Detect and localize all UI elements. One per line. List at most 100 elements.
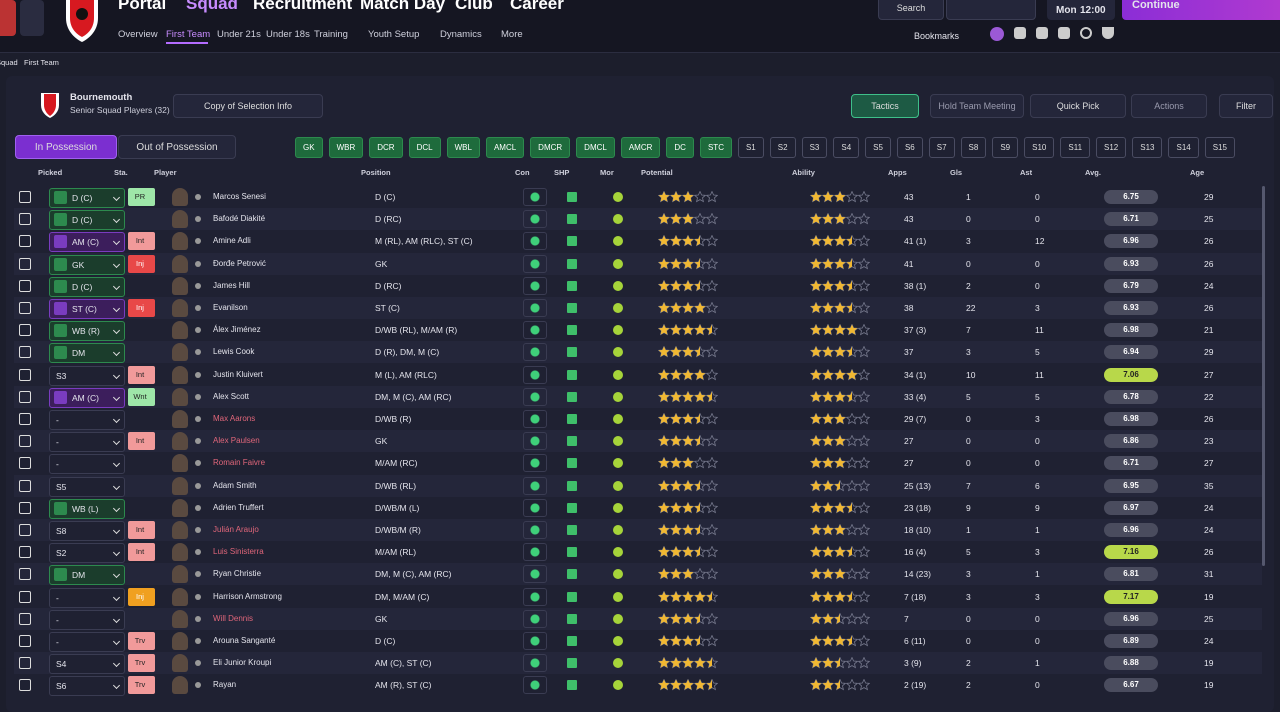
nav-item[interactable]: Squad	[186, 0, 238, 13]
player-row[interactable]: WB (L) Adrien Truffert D/WB/M (L) 23 (18) 9 9…	[14, 496, 1262, 519]
column-header[interactable]: Picked	[38, 168, 63, 177]
tactics-button[interactable]: Tactics	[851, 94, 919, 118]
checkbox[interactable]	[19, 191, 31, 203]
player-row[interactable]: S4 Trv Eli Junior Kroupi AM (C), ST (C) 3 (9…	[14, 652, 1262, 675]
player-row[interactable]: WB (R) Álex Jiménez D/WB (RL), M/AM (R) 37 …	[14, 319, 1262, 342]
subnav-item[interactable]: Dynamics	[440, 29, 482, 40]
picked-select[interactable]: S6	[49, 676, 125, 697]
meeting-button[interactable]: Hold Team Meeting	[930, 94, 1024, 118]
player-row[interactable]: D (C) James Hill D (RC) 38 (1) 2 0 6.79 24	[14, 274, 1262, 297]
position-button[interactable]: S14	[1168, 137, 1199, 158]
column-header[interactable]: Apps	[888, 168, 907, 177]
player-row[interactable]: GK Inj Đorđe Petrović GK 41 0 0 6.93 26	[14, 252, 1262, 275]
checkbox[interactable]	[19, 257, 31, 270]
player-name[interactable]: Julián Araujo	[213, 525, 259, 534]
position-button[interactable]: S12	[1096, 137, 1127, 158]
position-button[interactable]: S7	[928, 137, 955, 158]
tab-active[interactable]: In Possession	[15, 135, 117, 159]
column-header[interactable]: Avg.	[1085, 168, 1101, 177]
quick-pick-button[interactable]: Quick Pick	[1030, 94, 1126, 118]
column-header[interactable]: Potential	[641, 168, 673, 177]
subnav-item[interactable]: Overview	[118, 29, 158, 40]
continue-button[interactable]	[1122, 0, 1280, 20]
position-button[interactable]: S9	[992, 137, 1019, 158]
picked-select[interactable]: -	[49, 587, 125, 608]
picked-select[interactable]: -	[49, 454, 125, 475]
position-button[interactable]: DMCR	[530, 137, 571, 158]
position-button[interactable]: S10	[1024, 137, 1055, 158]
player-name[interactable]: Alex Scott	[213, 391, 250, 401]
column-header[interactable]: Mor	[600, 168, 614, 177]
position-button[interactable]: DCL	[408, 137, 441, 158]
position-button[interactable]: S2	[769, 137, 796, 158]
column-header[interactable]: Ability	[792, 168, 815, 177]
position-button[interactable]: DMCL	[576, 137, 615, 158]
picked-select[interactable]: -	[49, 632, 125, 652]
picked-select[interactable]: DM	[49, 565, 125, 586]
checkbox[interactable]	[19, 479, 31, 492]
column-header[interactable]: Gls	[950, 168, 963, 177]
subnav-item[interactable]: First Team	[166, 29, 211, 40]
player-name[interactable]: Ryan Christie	[213, 569, 262, 579]
actions-button[interactable]: Actions	[1131, 94, 1207, 118]
player-name[interactable]: Amine Adli	[213, 236, 251, 246]
picked-select[interactable]: D (C)	[49, 276, 125, 297]
player-row[interactable]: - Inj Harrison Armstrong DM, M/AM (C) 7 (18)…	[14, 585, 1262, 608]
column-header[interactable]: Position	[361, 168, 391, 177]
picked-select[interactable]: AM (C)	[49, 387, 125, 408]
player-row[interactable]: S2 Int Luis Sinisterra M/AM (RL) 16 (4) 5 3 7.1…	[14, 541, 1262, 564]
nav-item[interactable]: Match Day	[360, 0, 446, 13]
column-header[interactable]: Ast	[1020, 168, 1033, 177]
tab[interactable]: Out of Possession	[118, 135, 236, 159]
picked-select[interactable]: -	[49, 432, 125, 453]
column-header[interactable]: Age	[1190, 168, 1205, 177]
position-button[interactable]: S4	[833, 137, 860, 158]
position-button[interactable]: S15	[1204, 137, 1235, 158]
player-name[interactable]: Lewis Cook	[213, 347, 255, 357]
player-name[interactable]: Evanilson	[213, 303, 248, 312]
player-row[interactable]: D (C) PR Marcos Senesi D (C) 43 1 0 6.75 29	[14, 186, 1262, 208]
checkbox[interactable]	[19, 568, 31, 581]
player-row[interactable]: D (C) Bafodé Diakité D (RC) 43 0 0 6.71 25	[14, 208, 1262, 231]
picked-select[interactable]: AM (C)	[49, 232, 125, 253]
picked-select[interactable]: GK	[49, 254, 125, 275]
checkbox[interactable]	[19, 213, 31, 226]
player-row[interactable]: ST (C) Inj Evanilson ST (C) 38 22 3 6.93 26	[14, 297, 1262, 319]
player-row[interactable]: S3 Int Justin Kluivert M (L), AM (RLC) 34 (1…	[14, 363, 1262, 386]
subnav-item[interactable]: Training	[314, 29, 348, 40]
column-header[interactable]: Con	[515, 168, 530, 177]
checkbox[interactable]	[19, 457, 31, 470]
player-name[interactable]: Álex Jiménez	[213, 325, 261, 335]
picked-select[interactable]: S8	[49, 521, 125, 541]
breadcrumb-item[interactable]: Squad	[0, 58, 18, 67]
subnav-item[interactable]: Youth Setup	[368, 29, 420, 40]
position-button[interactable]: S3	[801, 137, 828, 158]
player-row[interactable]: - Int Alex Paulsen GK 27 0 0 6.86 23	[14, 430, 1262, 453]
player-name[interactable]: Alex Paulsen	[213, 436, 260, 446]
checkbox[interactable]	[19, 635, 31, 647]
picked-select[interactable]: D (C)	[49, 188, 125, 208]
player-name[interactable]: James Hill	[213, 280, 250, 290]
picked-select[interactable]: S4	[49, 654, 125, 675]
checkbox[interactable]	[19, 390, 31, 403]
picked-select[interactable]: -	[49, 410, 125, 430]
checkbox[interactable]	[19, 368, 31, 381]
player-row[interactable]: - Trv Arouna Sanganté D (C) 6 (11) 0 0 6.89 24	[14, 630, 1262, 652]
player-row[interactable]: DM Ryan Christie DM, M (C), AM (RC) 14 (23)…	[14, 563, 1262, 586]
player-row[interactable]: AM (C) Int Amine Adli M (RL), AM (RLC), ST …	[14, 230, 1262, 253]
player-row[interactable]: AM (C) Wnt Alex Scott DM, M (C), AM (RC) 33 …	[14, 385, 1262, 408]
checkbox[interactable]	[19, 235, 31, 248]
picked-select[interactable]: WB (R)	[49, 321, 125, 342]
checkbox[interactable]	[19, 546, 31, 559]
player-row[interactable]: S8 Int Julián Araujo D/WB/M (R) 18 (10) 1 1 6.9…	[14, 519, 1262, 541]
position-button[interactable]: AMCL	[485, 137, 525, 158]
position-button[interactable]: S5	[865, 137, 891, 158]
player-name[interactable]: Arouna Sanganté	[213, 636, 276, 645]
back-button[interactable]	[0, 0, 16, 36]
picked-select[interactable]: S2	[49, 543, 125, 564]
position-button[interactable]: STC	[699, 137, 732, 158]
position-button[interactable]: GK	[295, 137, 323, 158]
bookmarks[interactable]: Bookmarks	[914, 31, 960, 41]
checkbox[interactable]	[19, 302, 31, 314]
column-header[interactable]: SHP	[554, 168, 570, 177]
